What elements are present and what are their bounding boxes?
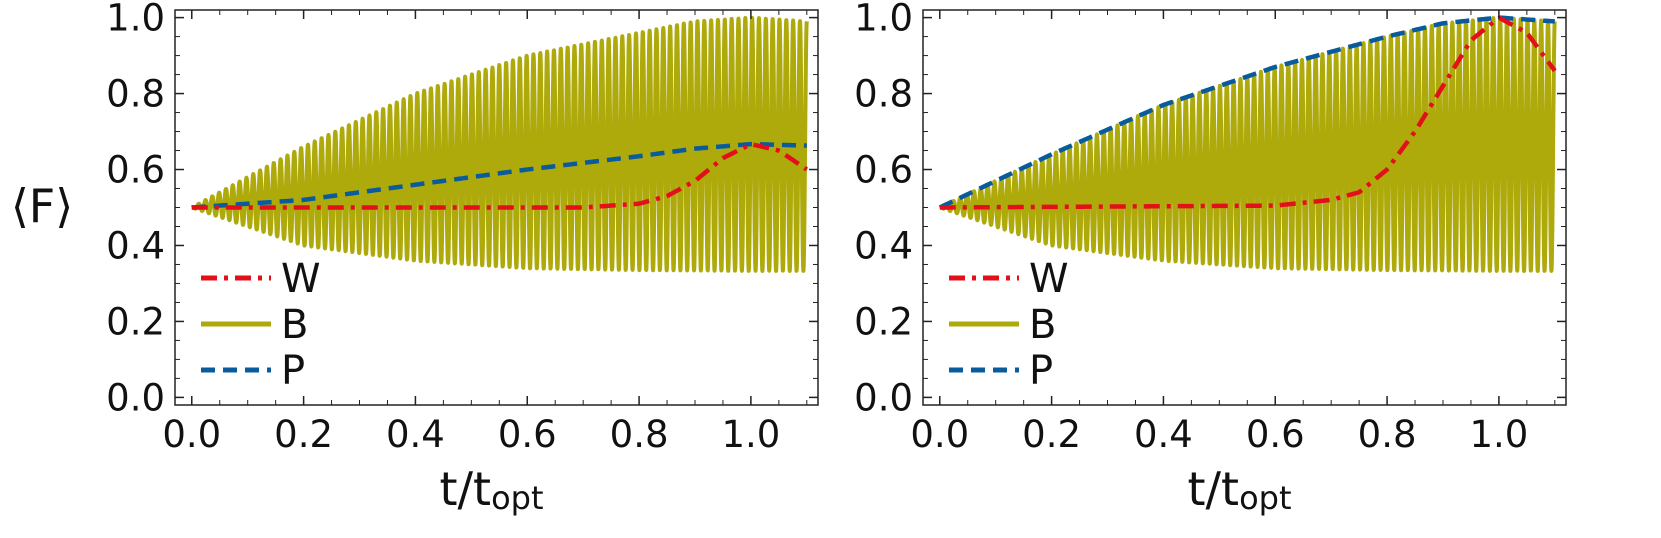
right-panel: 0.0 0.2 0.4 0.6 0.8 1.00.00.20.40.60.81.0WBPt… — [854, 0, 1567, 517]
legend-label-w: W — [281, 256, 321, 302]
series-w-line — [939, 15, 1557, 210]
y-tick-label: 0.2 — [854, 300, 913, 343]
y-tick-label: 0.2 — [106, 300, 165, 343]
y-tick-label: 1.0 — [106, 0, 165, 40]
y-tick-label: 0.0 — [854, 376, 913, 419]
series-p-line — [191, 141, 808, 210]
x-tick-label: 0.6 — [498, 413, 557, 456]
y-tick-label: 0.8 — [854, 73, 913, 116]
series-b-line — [189, 15, 809, 273]
x-tick-label: 0.6 — [1246, 413, 1305, 456]
x-tick-label: 0.8 — [610, 413, 669, 456]
x-tick-label: 0.4 — [1134, 413, 1193, 456]
y-tick-label: 0.0 — [106, 376, 165, 419]
x-tick-label: 0.2 — [1022, 413, 1081, 456]
x-tick-label: 0.4 — [386, 413, 445, 456]
y-tick-label: 0.4 — [106, 224, 165, 267]
legend: WBP — [949, 256, 1069, 394]
y-tick-label: 0.6 — [854, 149, 913, 192]
legend-label-b: B — [281, 302, 308, 348]
x-tick-label: 0.2 — [274, 413, 333, 456]
x-axis-title: t/topt — [439, 462, 543, 517]
left-panel: 0.0 0.2 0.4 0.6 0.8 1.00.00.20.40.60.81.0WBPt… — [106, 0, 819, 517]
y-tick-label: 0.4 — [854, 224, 913, 267]
legend-label-p: P — [1029, 348, 1053, 394]
series-p-line — [938, 15, 1556, 210]
x-tick-label: 0.0 — [162, 413, 221, 456]
series-w-line — [191, 141, 809, 210]
legend-label-b: B — [1029, 302, 1056, 348]
x-tick-label: 1.0 — [1469, 413, 1528, 456]
x-tick-label: 1.0 — [721, 413, 780, 456]
y-tick-label: 1.0 — [854, 0, 913, 40]
y-tick-label: 0.8 — [106, 73, 165, 116]
y-axis-title: ⟨F⟩ — [11, 179, 73, 233]
x-axis-title: t/topt — [1187, 462, 1291, 517]
legend-label-p: P — [281, 348, 305, 394]
legend: WBP — [201, 256, 321, 394]
legend-label-w: W — [1029, 256, 1069, 302]
x-tick-label: 0.8 — [1358, 413, 1417, 456]
y-tick-label: 0.6 — [106, 149, 165, 192]
x-tick-label: 0.0 — [910, 413, 969, 456]
